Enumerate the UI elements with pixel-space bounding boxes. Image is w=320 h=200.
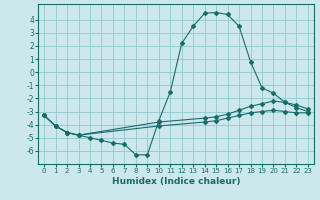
X-axis label: Humidex (Indice chaleur): Humidex (Indice chaleur)	[112, 177, 240, 186]
